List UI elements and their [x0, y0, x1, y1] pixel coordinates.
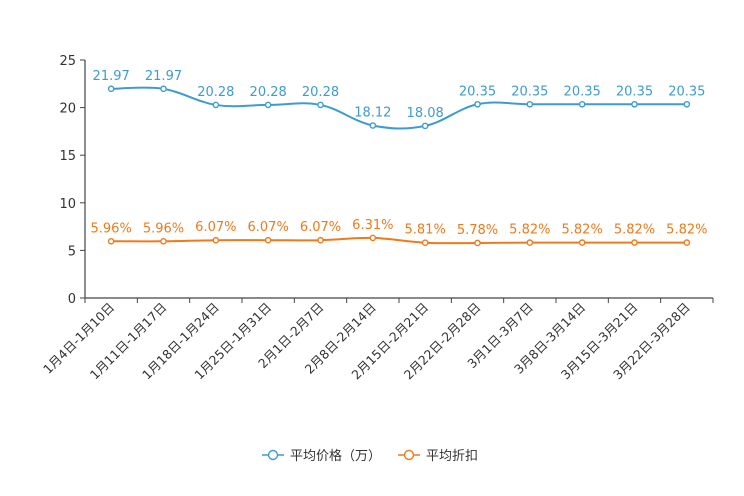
y-tick-label: 25: [59, 54, 76, 69]
data-label: 20.28: [250, 85, 287, 100]
data-label: 5.82%: [562, 223, 603, 238]
data-point[interactable]: [264, 101, 272, 109]
legend-marker-icon: [267, 449, 279, 461]
data-label: 5.82%: [614, 223, 655, 238]
data-label: 21.97: [93, 69, 130, 84]
data-point[interactable]: [160, 237, 167, 245]
series-line-1: [111, 86, 687, 130]
data-label: 5.96%: [143, 221, 184, 236]
data-point[interactable]: [683, 100, 691, 108]
data-point[interactable]: [317, 101, 324, 109]
data-point[interactable]: [421, 122, 429, 130]
y-tick-label: 10: [59, 197, 76, 212]
data-point[interactable]: [631, 100, 638, 108]
y-tick-label: 15: [59, 149, 76, 164]
data-label: 18.12: [354, 105, 391, 120]
data-label: 18.08: [407, 106, 444, 121]
data-point[interactable]: [474, 100, 481, 108]
data-point[interactable]: [317, 236, 324, 244]
data-point[interactable]: [369, 122, 377, 129]
y-tick-label: 5: [68, 244, 76, 259]
data-point[interactable]: [264, 236, 272, 244]
data-label: 5.82%: [509, 223, 550, 238]
data-label: 20.35: [459, 84, 496, 99]
data-point[interactable]: [526, 239, 534, 246]
data-label: 5.96%: [91, 221, 132, 236]
data-label: 5.81%: [405, 223, 446, 238]
data-label: 6.07%: [248, 220, 289, 235]
data-point[interactable]: [369, 234, 377, 242]
data-point[interactable]: [578, 239, 586, 246]
series-line-2: [111, 236, 687, 245]
data-point[interactable]: [107, 85, 115, 93]
data-label: 20.28: [197, 85, 234, 100]
data-label: 20.35: [616, 84, 653, 99]
legend-label[interactable]: 平均折扣: [426, 449, 478, 464]
y-tick-label: 20: [59, 102, 76, 117]
data-label: 21.97: [145, 69, 182, 84]
data-point[interactable]: [683, 239, 691, 246]
data-label: 6.07%: [300, 220, 341, 235]
legend-label[interactable]: 平均价格（万）: [290, 448, 381, 464]
data-label: 20.35: [564, 84, 601, 99]
data-point[interactable]: [421, 239, 429, 246]
data-point[interactable]: [631, 239, 638, 246]
data-point[interactable]: [474, 239, 481, 247]
data-label: 20.35: [511, 84, 548, 99]
data-label: 5.78%: [457, 223, 498, 238]
legend-marker-icon: [403, 449, 415, 461]
data-point[interactable]: [160, 85, 167, 93]
data-label: 6.31%: [352, 218, 393, 233]
y-tick-label: 0: [68, 292, 76, 307]
data-point[interactable]: [526, 100, 534, 108]
data-label: 20.35: [668, 84, 705, 99]
data-point[interactable]: [107, 237, 115, 245]
data-point[interactable]: [212, 236, 220, 244]
data-label: 6.07%: [195, 220, 236, 235]
data-point[interactable]: [578, 100, 586, 108]
data-label: 20.28: [302, 85, 339, 100]
data-label: 5.82%: [666, 223, 707, 238]
data-point[interactable]: [212, 101, 220, 109]
